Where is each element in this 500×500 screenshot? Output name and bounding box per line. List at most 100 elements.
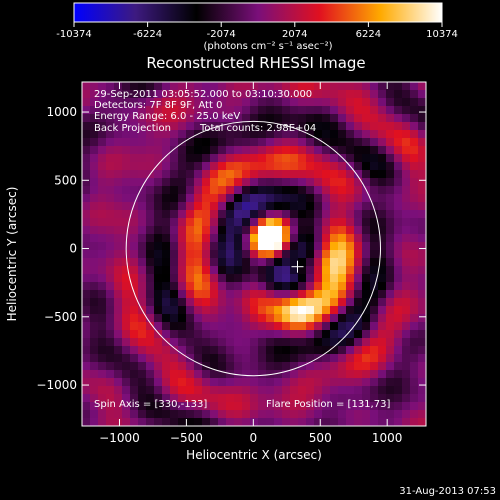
heatmap-cell	[274, 82, 283, 91]
heatmap-cell	[106, 146, 115, 155]
heatmap-cell	[242, 146, 251, 155]
heatmap-cell	[306, 138, 315, 147]
heatmap-cell	[274, 218, 283, 227]
heatmap-cell	[274, 106, 283, 115]
heatmap-cell	[362, 154, 371, 163]
heatmap-cell	[282, 410, 291, 419]
annotation-energy-range: Energy Range: 6.0 - 25.0 keV	[94, 111, 240, 122]
heatmap-cell	[282, 162, 291, 171]
heatmap-cell	[306, 154, 315, 163]
heatmap-cell	[138, 98, 147, 107]
heatmap-cell	[394, 338, 403, 347]
heatmap-cell	[258, 218, 267, 227]
heatmap-cell	[266, 378, 275, 387]
heatmap-cell	[90, 210, 99, 219]
heatmap-cell	[258, 282, 267, 291]
heatmap-cell	[202, 82, 211, 91]
heatmap-cell	[282, 130, 291, 139]
heatmap-cell	[314, 210, 323, 219]
heatmap-cell	[362, 346, 371, 355]
heatmap-cell	[338, 306, 347, 315]
heatmap-cell	[114, 314, 123, 323]
heatmap-cell	[266, 274, 275, 283]
heatmap-cell	[330, 362, 339, 371]
heatmap-cell	[266, 210, 275, 219]
heatmap-cell	[338, 346, 347, 355]
heatmap-cell	[378, 130, 387, 139]
heatmap-cell	[370, 154, 379, 163]
heatmap-cell	[314, 298, 323, 307]
annotation-total-counts: Total counts: 2.98E+04	[199, 123, 316, 134]
heatmap-cell	[298, 378, 307, 387]
heatmap-cell	[202, 90, 211, 99]
heatmap-cell	[274, 290, 283, 299]
heatmap-cell	[218, 106, 227, 115]
heatmap-cell	[98, 354, 107, 363]
heatmap-cell	[386, 410, 395, 419]
heatmap-cell	[210, 402, 219, 411]
heatmap-cell	[290, 394, 299, 403]
heatmap-cell	[162, 258, 171, 267]
heatmap-cell	[250, 210, 259, 219]
heatmap-cell	[354, 394, 363, 403]
heatmap-cell	[130, 386, 139, 395]
heatmap-cell	[370, 274, 379, 283]
heatmap-cell	[322, 250, 331, 259]
heatmap-cell	[370, 194, 379, 203]
heatmap-cell	[306, 362, 315, 371]
heatmap-cell	[258, 170, 267, 179]
heatmap-cell	[106, 82, 115, 91]
heatmap-cell	[218, 178, 227, 187]
heatmap-cell	[330, 306, 339, 315]
heatmap-cell	[290, 242, 299, 251]
heatmap-cell	[354, 306, 363, 315]
heatmap-cell	[170, 106, 179, 115]
heatmap-cell	[162, 138, 171, 147]
heatmap-cell	[346, 330, 355, 339]
heatmap-cell	[106, 346, 115, 355]
heatmap-cell	[266, 330, 275, 339]
heatmap-cell	[106, 122, 115, 131]
heatmap-cell	[402, 82, 411, 91]
heatmap-cell	[298, 266, 307, 275]
heatmap-cell	[258, 362, 267, 371]
heatmap-cell	[146, 258, 155, 267]
heatmap-cell	[186, 362, 195, 371]
heatmap-cell	[386, 258, 395, 267]
heatmap-cell	[226, 90, 235, 99]
heatmap-cell	[402, 202, 411, 211]
heatmap-cell	[170, 378, 179, 387]
heatmap-cell	[138, 186, 147, 195]
heatmap-cell	[178, 162, 187, 171]
heatmap-cell	[122, 322, 131, 331]
heatmap-cell	[146, 410, 155, 419]
heatmap-cell	[146, 138, 155, 147]
heatmap-cell	[210, 410, 219, 419]
heatmap-cell	[290, 226, 299, 235]
heatmap-cell	[266, 242, 275, 251]
heatmap-cell	[370, 178, 379, 187]
heatmap-cell	[314, 106, 323, 115]
heatmap-cell	[330, 298, 339, 307]
heatmap-cell	[282, 186, 291, 195]
heatmap-cell	[178, 202, 187, 211]
heatmap-cell	[330, 98, 339, 107]
heatmap-cell	[282, 242, 291, 251]
heatmap-cell	[378, 346, 387, 355]
heatmap-cell	[218, 146, 227, 155]
heatmap-cell	[418, 82, 426, 91]
heatmap-cell	[266, 322, 275, 331]
heatmap-cell	[330, 130, 339, 139]
heatmap-cell	[218, 98, 227, 107]
heatmap-cell	[178, 322, 187, 331]
heatmap-cell	[378, 274, 387, 283]
heatmap-cell	[202, 162, 211, 171]
heatmap-cell	[242, 282, 251, 291]
heatmap-cell	[346, 386, 355, 395]
heatmap-cell	[114, 378, 123, 387]
heatmap-cell	[162, 98, 171, 107]
heatmap-cell	[370, 266, 379, 275]
heatmap-cell	[410, 146, 419, 155]
colorbar-tick-label: 10374	[426, 29, 458, 40]
heatmap-cell	[250, 298, 259, 307]
